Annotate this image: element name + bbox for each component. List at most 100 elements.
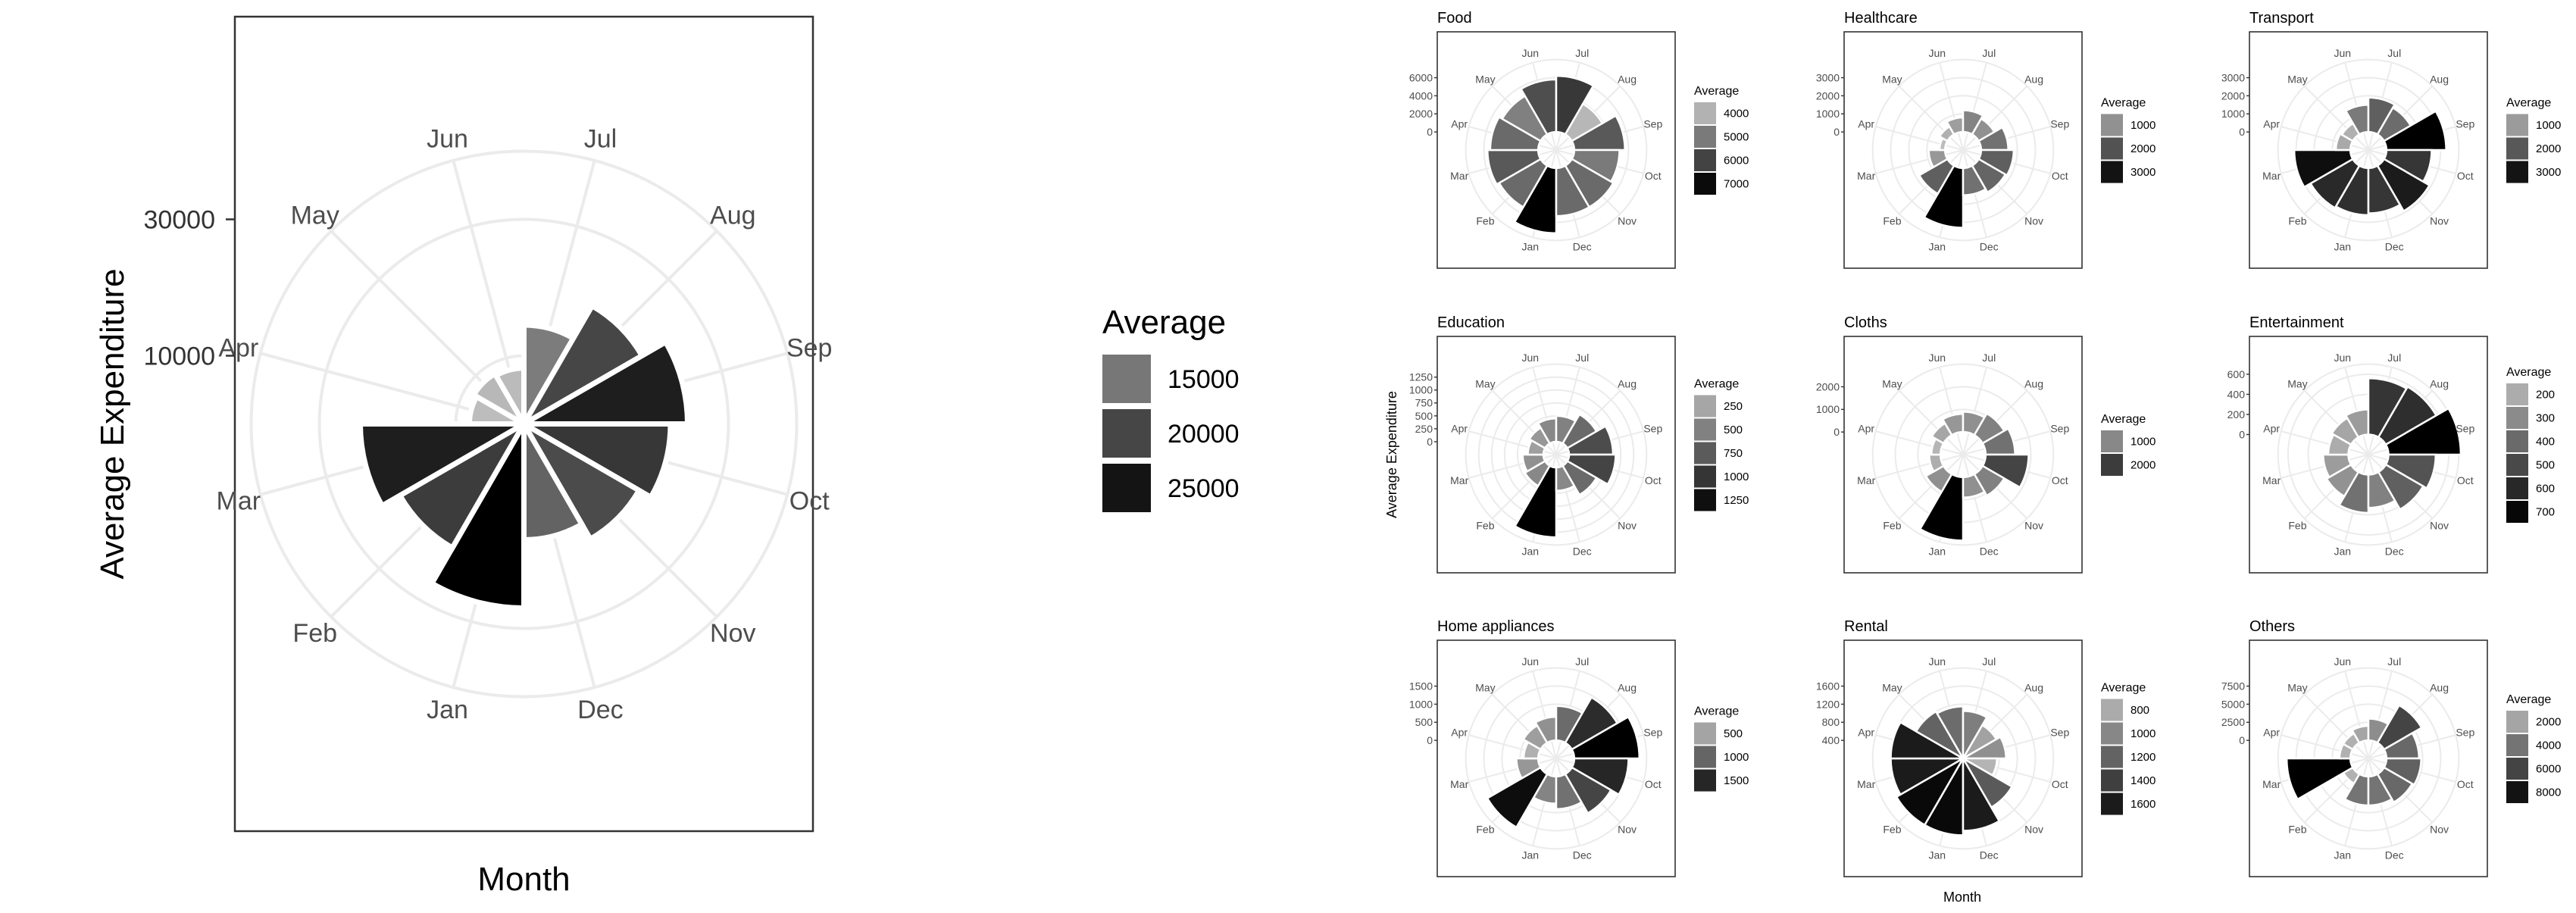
bar-oct: [1566, 453, 1617, 486]
month-label-mar: Mar: [1450, 778, 1468, 790]
month-label-feb: Feb: [1476, 214, 1494, 227]
month-label-aug: Aug: [1618, 73, 1637, 85]
legend-title: Average: [1694, 705, 1739, 718]
bar-feb: [1523, 459, 1552, 488]
legend-label: 4000: [1724, 108, 1749, 120]
y-tick-label: 500: [1415, 716, 1433, 728]
y-tick-label: 2000: [1816, 89, 1840, 102]
bar-jan: [1922, 164, 1965, 229]
grid-spoke: [1875, 149, 1964, 174]
bar-jun: [1935, 705, 1965, 762]
month-label-feb: Feb: [1883, 214, 1901, 227]
month-label-jul: Jul: [1982, 352, 1996, 364]
legend-swatch: [2101, 793, 2123, 815]
legend-title: Average: [2506, 366, 2551, 379]
grid-spoke: [1468, 734, 1557, 759]
grid-spoke: [1962, 62, 1987, 151]
month-label-jul: Jul: [1575, 352, 1589, 364]
month-labels: Jan Feb Mar Apr May Jun Jul Aug Sep Oct Nov Dec: [1857, 47, 2069, 253]
panel-title: Rental: [1844, 618, 1888, 635]
y-tick-label: 0: [1834, 426, 1840, 438]
panel-cloths: Jan Feb Mar Apr May Jun Jul Aug Sep Oct Nov Dec 0 100…: [1816, 314, 2156, 574]
month-label-nov: Nov: [2430, 214, 2449, 227]
legend-swatch: [1694, 769, 1716, 792]
legend-title: Average: [1694, 378, 1739, 391]
month-label-apr: Apr: [2263, 423, 2280, 435]
bar-sep: [1570, 715, 1641, 760]
facet-y-axis-title: Average Expenditure: [1384, 391, 1399, 518]
month-label-jun: Jun: [1521, 47, 1539, 59]
bar-jan: [428, 414, 527, 611]
y-tick-label: 1000: [1409, 384, 1433, 396]
bar-mar: [1515, 757, 1543, 780]
panel-transport: Jan Feb Mar Apr May Jun Jul Aug Sep Oct Nov Dec 0 100…: [2221, 10, 2561, 269]
y-tick-label: 1200: [1816, 698, 1840, 710]
month-label-mar: Mar: [2262, 170, 2281, 182]
month-label-aug: Aug: [1618, 681, 1637, 693]
legend-title: Average: [2101, 682, 2146, 695]
bar-dec: [2367, 471, 2396, 509]
bar-oct: [1977, 149, 2015, 177]
y-tick-label: 2000: [1409, 108, 1433, 120]
legend-label: 750: [1724, 447, 1743, 460]
month-label-jul: Jul: [1982, 655, 1996, 668]
legend-label: 800: [2131, 704, 2149, 717]
month-label-nov: Nov: [2024, 214, 2043, 227]
legend-label: 1000: [1724, 751, 1749, 764]
y-tick-label: 0: [1427, 436, 1433, 448]
bar-jan: [1918, 473, 1965, 542]
y-tick-label: 0: [2239, 428, 2245, 440]
grid-outer-circle: [1465, 667, 1648, 850]
bar-oct: [1981, 453, 2030, 489]
legend: Average 1000 2000: [2101, 413, 2156, 476]
legend: Average 1000 2000 3000: [2101, 97, 2156, 183]
legend-label: 1500: [1724, 774, 1749, 787]
legend: Average 15000 20000 25000: [1102, 304, 1240, 512]
month-label-jun: Jun: [2334, 47, 2351, 59]
bar-nov: [516, 416, 643, 543]
y-ticks: 0 2000 4000 6000: [1409, 71, 1437, 138]
month-label-aug: Aug: [2430, 377, 2449, 389]
month-label-jan: Jan: [1928, 241, 1946, 253]
panel-rental: Jan Feb Mar Apr May Jun Jul Aug Sep Oct Nov Dec 400 8…: [1816, 618, 2156, 877]
legend-label: 1000: [2131, 119, 2156, 132]
month-label-jun: Jun: [1928, 352, 1946, 364]
month-label-jun: Jun: [1928, 47, 1946, 59]
grid-spoke: [1898, 454, 1964, 520]
month-label-nov: Nov: [2024, 519, 2043, 531]
month-label-jul: Jul: [1982, 47, 1996, 59]
bar-dec: [1555, 772, 1583, 811]
month-label-feb: Feb: [1476, 519, 1494, 531]
legend-label: 6000: [1724, 155, 1749, 167]
grid-spoke: [1939, 367, 1964, 455]
month-label-feb: Feb: [292, 619, 337, 648]
legend-label: 1000: [2131, 436, 2156, 449]
legend-label: 1600: [2131, 798, 2156, 811]
bar-jan: [2343, 772, 2370, 807]
y-tick-label: 600: [2227, 368, 2246, 380]
month-label-nov: Nov: [1618, 823, 1637, 835]
legend-swatch: [2101, 114, 2123, 136]
y-tick-label: 0: [1427, 734, 1433, 746]
legend-title: Average: [1102, 304, 1226, 341]
legend-swatch: [2506, 454, 2528, 476]
bar-dec: [1962, 473, 1987, 499]
legend-title: Average: [2506, 693, 2551, 706]
bars: [2322, 377, 2462, 514]
month-label-may: May: [1475, 73, 1495, 85]
month-label-nov: Nov: [2430, 519, 2449, 531]
month-label-feb: Feb: [2288, 214, 2306, 227]
bar-feb: [1924, 464, 1953, 493]
y-tick-label: 10000: [143, 342, 215, 371]
legend-swatch: [2506, 114, 2528, 136]
bar-nov: [2376, 766, 2414, 804]
month-label-jan: Jan: [2334, 546, 2351, 558]
month-label-may: May: [2287, 377, 2307, 389]
bar-nov: [1971, 158, 2007, 194]
legend-swatch: [1694, 442, 1716, 464]
bar-jan: [1513, 464, 1558, 539]
